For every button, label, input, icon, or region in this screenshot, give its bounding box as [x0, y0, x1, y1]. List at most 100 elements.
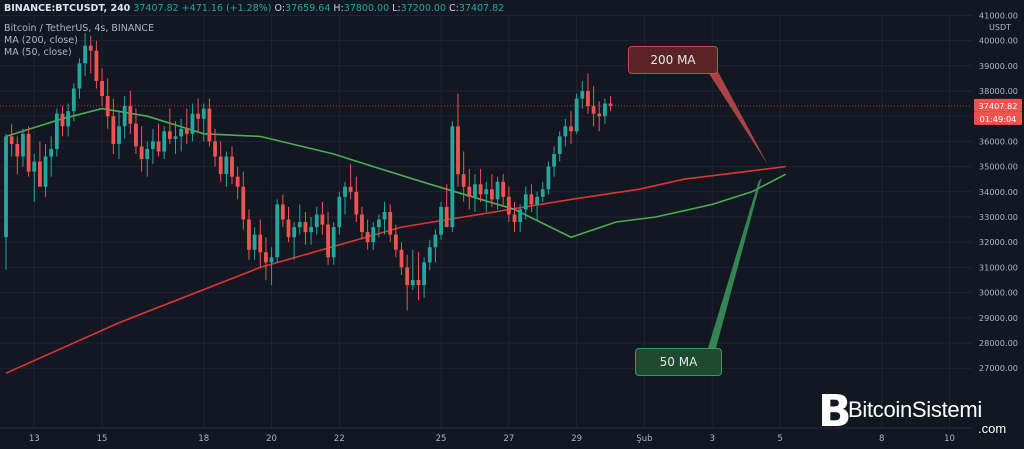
candle-body	[26, 133, 31, 172]
candle	[100, 68, 104, 107]
time-axis[interactable]: 13 15 18 20 22 25 27 29 Şub 3 5 8 10	[0, 427, 972, 449]
candle-body	[433, 234, 438, 248]
candle-body	[241, 186, 246, 220]
candle	[218, 141, 223, 182]
candle-body	[43, 156, 48, 187]
x-tick-label: 22	[334, 434, 345, 444]
candle	[546, 161, 551, 195]
candle	[433, 229, 438, 263]
candle	[38, 141, 42, 187]
candle-body	[66, 111, 71, 127]
candle-body	[32, 161, 37, 172]
x-tick-label: 13	[29, 434, 40, 444]
y-tick-label: 28000.00	[979, 338, 1018, 348]
candle-body	[162, 131, 167, 152]
candle	[179, 118, 184, 152]
candle	[21, 128, 25, 167]
candle-body	[360, 214, 364, 233]
x-tick-label: 25	[436, 434, 447, 444]
candle	[275, 199, 280, 263]
candle-body	[213, 141, 217, 157]
candle-body	[365, 232, 370, 243]
grid-lines	[0, 14, 972, 428]
ma200-path	[5, 165, 786, 374]
candle	[66, 103, 71, 137]
y-tick-label: 33000.00	[979, 212, 1018, 222]
candle	[501, 174, 506, 207]
candle-body	[495, 181, 500, 200]
bitcoinsistemi-logo: B BitcoinSistemi .com	[818, 389, 1018, 443]
candle-body	[224, 156, 229, 175]
candle	[117, 111, 121, 160]
price-badge	[974, 98, 1022, 112]
low-value: 37200.00	[400, 3, 446, 14]
candle	[15, 136, 20, 175]
candle-body	[258, 234, 263, 253]
y-tick-label: 32000.00	[979, 237, 1018, 247]
candles	[4, 33, 613, 311]
candle-body	[586, 91, 590, 107]
candle-body	[269, 257, 274, 263]
candle	[88, 35, 93, 74]
candle	[258, 219, 263, 268]
candle	[563, 118, 568, 147]
candle	[557, 131, 562, 162]
candle	[377, 214, 381, 238]
price-axis[interactable]: USDT 27000.00 28000.00 29000.00 30000.00 3100…	[972, 0, 1024, 449]
candle-body	[292, 227, 297, 238]
y-tick-label: 27000.00	[979, 363, 1018, 373]
candle-body	[467, 186, 472, 197]
currency-label: USDT	[989, 23, 1011, 32]
candle-body	[139, 146, 144, 160]
candle	[348, 164, 353, 200]
candle-body	[60, 113, 65, 127]
y-tick-label: 34000.00	[979, 187, 1018, 197]
close-label: C:	[449, 3, 459, 14]
candle	[393, 224, 398, 258]
candle	[591, 85, 596, 127]
symbol-header: BINANCE:BTCUSDT, 240 37407.82 +471.16 (+…	[4, 3, 504, 14]
x-tick-label: 18	[198, 434, 209, 444]
candle	[247, 209, 251, 260]
candle	[241, 171, 246, 230]
candle-body	[608, 103, 613, 106]
candle	[111, 98, 116, 154]
candle	[439, 201, 443, 240]
candle	[94, 40, 99, 89]
candle	[32, 154, 37, 202]
candle	[473, 174, 477, 212]
candle-body	[450, 126, 455, 228]
candle-body	[49, 148, 54, 157]
y-tick-label: 40000.00	[979, 36, 1018, 46]
candle-body	[100, 80, 104, 97]
candle-body	[574, 98, 579, 132]
candle	[9, 123, 14, 157]
candle	[4, 133, 8, 270]
change-value: +471.16 (+1.28%)	[181, 3, 272, 14]
ma200-callout: 200 MA	[628, 46, 718, 74]
candle-body	[111, 116, 116, 144]
ma200-pointer	[708, 68, 768, 165]
candle-body	[506, 196, 511, 215]
callout-pointers	[708, 68, 768, 348]
candle-body	[151, 141, 155, 149]
ma200-legend[interactable]: MA (200, close)	[4, 35, 78, 46]
candle	[43, 143, 48, 197]
candle	[314, 206, 319, 235]
candle-body	[337, 196, 342, 228]
ma50-pointer	[708, 178, 762, 348]
high-value: 37800.00	[343, 3, 390, 14]
candle-body	[247, 219, 251, 250]
countdown-badge	[974, 111, 1022, 125]
candle-body	[422, 262, 426, 286]
ma50-legend[interactable]: MA (50, close)	[4, 47, 72, 58]
candle	[569, 111, 573, 144]
candle-body	[190, 113, 195, 134]
candle-body	[207, 108, 212, 142]
candle-body	[343, 186, 347, 197]
x-tick-label: 15	[97, 434, 108, 444]
candle-body	[196, 113, 200, 119]
x-tick-label: 29	[571, 434, 582, 444]
candle-body	[439, 206, 443, 235]
